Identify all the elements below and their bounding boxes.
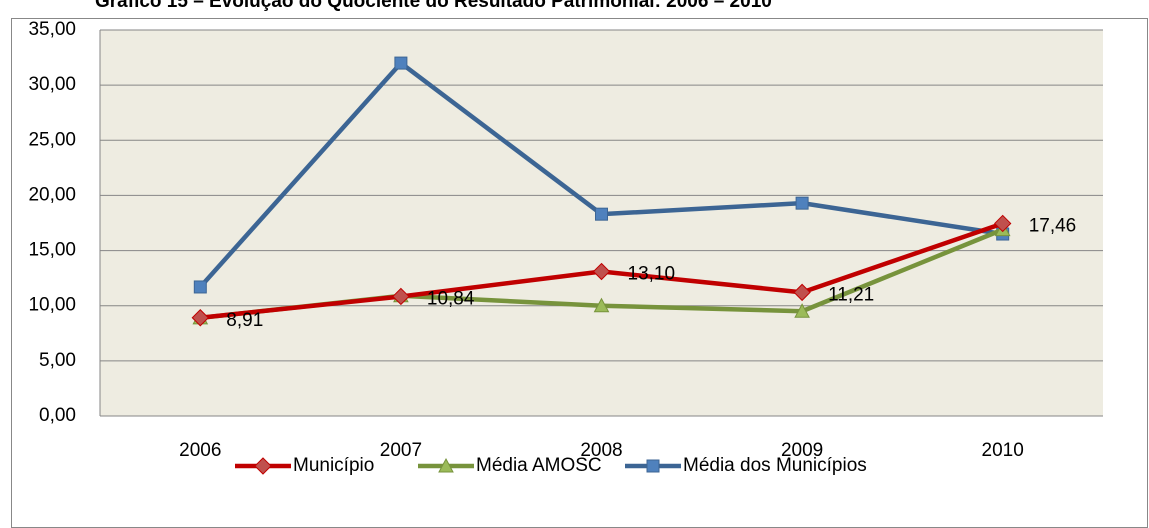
x-tick-label: 2006 [179,440,221,461]
x-tick-label: 2009 [781,440,823,461]
marker [191,309,210,327]
x-tick-label: 2010 [982,440,1024,461]
y-tick-label: 30,00 [28,74,76,95]
marker [593,297,610,313]
marker [793,283,811,302]
marker [193,280,207,294]
legend-label: Município [293,455,374,476]
marker [646,459,660,473]
legend-label: Média AMOSC [476,455,602,476]
marker [595,207,608,221]
marker [392,287,410,306]
marker [394,56,408,70]
marker [794,303,810,318]
marker [254,457,272,475]
marker [795,196,809,210]
chart-title: Gráfico 15 – Evolução do Quociente do Re… [95,0,772,12]
y-tick-label: 0,00 [39,405,76,426]
marker [592,262,611,281]
y-tick-label: 35,00 [28,19,76,40]
x-tick-label: 2007 [380,440,422,461]
marker [993,214,1012,233]
data-label: 17,46 [1029,215,1077,236]
legend-label: Média dos Municípios [683,455,867,476]
marker [438,457,454,473]
y-tick-label: 15,00 [28,240,76,261]
data-label: 13,10 [628,264,676,285]
data-label: 11,21 [828,284,874,305]
y-tick-label: 25,00 [28,129,76,150]
y-tick-label: 5,00 [39,350,76,371]
data-label: 10,84 [427,288,475,309]
y-tick-label: 10,00 [28,295,76,316]
data-label: 8,91 [226,310,263,331]
plot-area [100,30,1103,416]
y-tick-label: 20,00 [28,184,76,205]
x-tick-label: 2008 [580,440,622,461]
